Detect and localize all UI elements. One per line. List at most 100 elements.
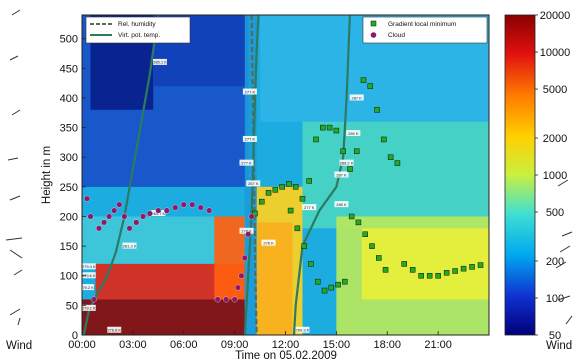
marker-cloud-6 <box>111 207 118 214</box>
marker-gradient-min-0-11 <box>326 124 333 131</box>
marker-gradient-min-1-1 <box>294 225 301 232</box>
marker-gradient-min-0-12 <box>333 127 340 134</box>
annotation-box-17 <box>82 284 95 291</box>
marker-gradient-min-1-3 <box>308 261 314 267</box>
marker-cloud-14 <box>163 207 170 214</box>
marker-gradient-min-0-16 <box>360 77 367 83</box>
series-line-5 <box>243 15 260 335</box>
marker-cloud-21 <box>223 296 230 303</box>
x-tick-label-6: 18:00 <box>373 339 401 351</box>
wind-label-right: Wind <box>546 340 573 352</box>
marker-cloud-17 <box>189 201 196 208</box>
y-tick-label-4: 200 <box>60 211 78 223</box>
colorbar-tick-label-8: 50 <box>549 330 561 342</box>
y-axis: 0 50 100 150 200 250 300 350 400 450 500 <box>60 34 86 342</box>
y-axis-label: Height in m <box>41 146 53 204</box>
y-tick-label-10: 500 <box>60 34 78 46</box>
marker-gradient-min-0-17 <box>367 83 374 89</box>
marker-cloud-12 <box>146 210 153 217</box>
series-line-6 <box>292 15 351 335</box>
annotation-14: 287 K <box>336 172 347 177</box>
annotation-1: 277 K <box>245 89 256 94</box>
annotation-16: 279.6 K <box>82 273 96 278</box>
marker-gradient-min-0-30 <box>469 264 475 270</box>
marker-cloud-5 <box>106 213 113 220</box>
x-tick-label-2: 06:00 <box>170 339 198 351</box>
annotation-box-3 <box>239 159 254 166</box>
colorbar-tick-label-5: 500 <box>546 207 564 219</box>
annotation-box-13 <box>339 159 354 166</box>
annotation-box-15 <box>82 263 96 270</box>
marker-gradient-min-1-5 <box>321 287 328 294</box>
y-tick-label-7: 350 <box>60 123 78 135</box>
annotation-12: 289 K <box>348 131 359 136</box>
marker-cloud-18 <box>197 204 204 211</box>
series-line-3 <box>250 15 258 335</box>
annotation-19: 276.8 K <box>107 328 121 333</box>
marker-cloud-11 <box>140 213 146 220</box>
x-tick-label-4: 12:00 <box>272 339 300 351</box>
annotation-box-2 <box>242 135 257 142</box>
annotation-box-8 <box>122 242 137 249</box>
wind-label-left: Wind <box>6 340 33 352</box>
marker-gradient-min-0-21 <box>394 160 401 166</box>
marker-gradient-min-0-20 <box>387 154 394 160</box>
marker-cloud-27 <box>248 213 255 220</box>
annotation-box-6 <box>334 201 349 208</box>
x-tick-label-3: 09:00 <box>221 339 249 351</box>
x-tick-label-1: 03:00 <box>119 339 147 351</box>
annotation-box-19 <box>107 326 122 333</box>
marker-cloud-20 <box>214 296 221 303</box>
y-tick-label-5: 250 <box>60 182 78 194</box>
annotation-10: 276 K <box>263 240 274 245</box>
annotation-box-18 <box>82 304 96 311</box>
marker-gradient-min-1-0 <box>287 207 294 214</box>
marker-cloud-2 <box>90 296 97 303</box>
marker-gradient-min-1-11 <box>362 231 368 238</box>
marker-gradient-min-0-23 <box>409 267 416 273</box>
x-tick-label-5: 15:00 <box>323 339 351 351</box>
annotation-box-0 <box>153 58 168 65</box>
colorbar-tick-label-3: 2000 <box>543 133 567 145</box>
marker-gradient-min-1-7 <box>335 281 341 288</box>
y-tick-label-1: 50 <box>66 300 78 312</box>
marker-gradient-min-1-2 <box>301 243 307 249</box>
marker-gradient-min-0-4 <box>279 184 285 190</box>
marker-gradient-min-0-3 <box>272 187 279 193</box>
marker-gradient-min-0-15 <box>353 148 360 155</box>
annotation-11: 287 K <box>351 95 362 100</box>
marker-gradient-min-0-19 <box>381 136 387 143</box>
annotation-box-4 <box>246 180 261 187</box>
annotation-3: 277 K <box>241 160 252 165</box>
annotation-20: 269.3 K <box>296 328 310 333</box>
annotation-9: 278 K <box>241 229 252 234</box>
marker-gradient-min-0-27 <box>443 270 450 276</box>
marker-gradient-min-0-28 <box>452 268 458 274</box>
marker-gradient-min-0-22 <box>401 261 407 267</box>
marker-gradient-min-1-8 <box>342 278 348 285</box>
marker-gradient-min-0-9 <box>313 136 319 143</box>
legend-left-label-1: Virt. pot. temp. <box>118 32 160 39</box>
colorbar-tick-label-6: 200 <box>546 256 564 268</box>
annotation-box-16 <box>82 272 96 279</box>
marker-gradient-min-1-14 <box>382 267 389 273</box>
colorbar-tick-label-4: 1000 <box>543 170 567 182</box>
marker-gradient-min-0-10 <box>320 124 326 131</box>
annotation-13: 288.2 K <box>340 160 354 165</box>
legend-right-label-0: Gradient local minimum <box>388 21 456 28</box>
colorbar-ticks: 20000 10000 5000 2000 1000 500 200 100 50 <box>535 10 570 342</box>
marker-gradient-min-1-4 <box>314 278 321 285</box>
marker-gradient-min-0-18 <box>374 107 380 113</box>
marker-gradient-min-1-6 <box>328 284 335 291</box>
marker-cloud-25 <box>241 255 248 261</box>
x-tick-label-0: 00:00 <box>68 339 96 351</box>
wind-barbs-left <box>5 9 23 326</box>
legend-right-label-1: Cloud <box>388 32 405 39</box>
y-tick-label-2: 100 <box>60 271 78 283</box>
annotation-6: 285 K <box>336 202 347 207</box>
marker-gradient-min-0-0 <box>252 210 258 217</box>
colorbar-tick-label-1: 10000 <box>540 47 571 59</box>
marker-gradient-min-1-10 <box>355 219 362 226</box>
